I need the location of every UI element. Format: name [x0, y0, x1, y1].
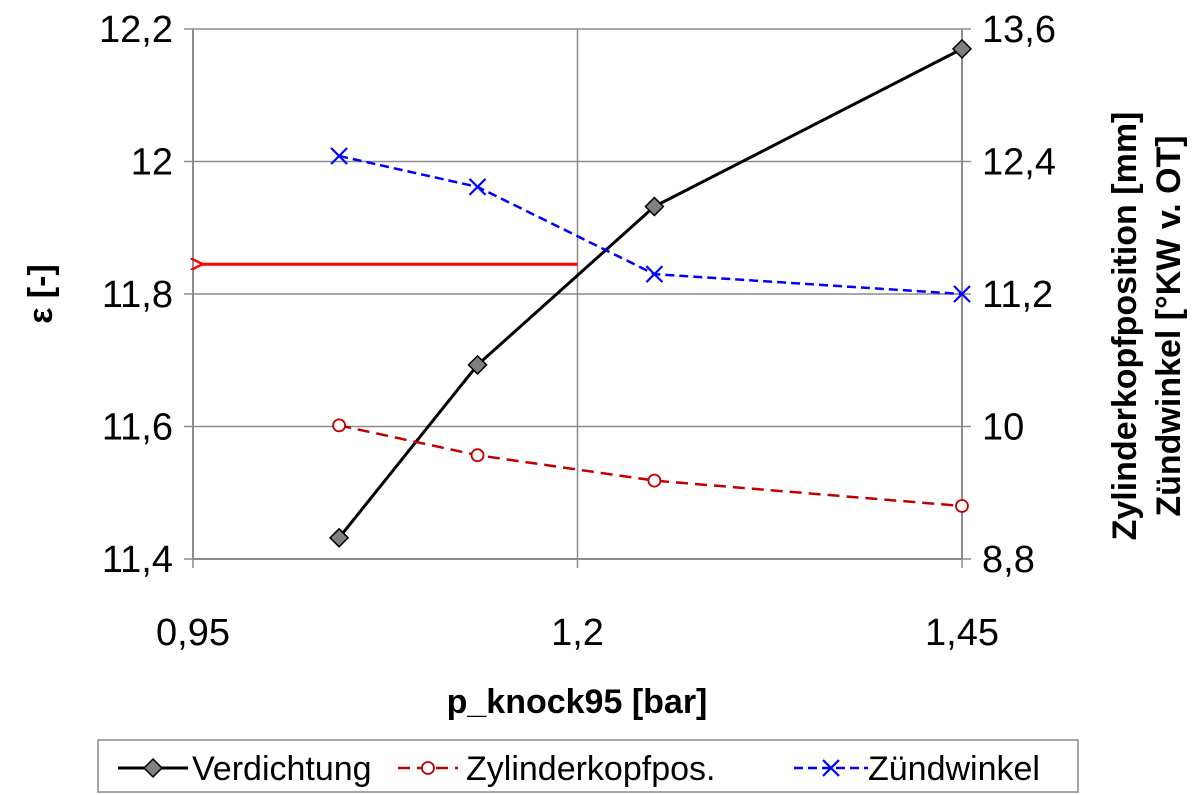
data-point: [951, 38, 973, 59]
y-tick-label: 11,8: [102, 274, 173, 316]
data-point: [470, 448, 485, 463]
tick-labels: 11,4 8,8 11,6 10 11,8 11,2 12 12,4 12,2 13,6 0,95 1…: [99, 9, 1056, 654]
data-point: [330, 147, 348, 165]
data-point: [329, 527, 350, 548]
legend-marker-1: [142, 757, 164, 779]
series-2: [332, 418, 969, 513]
y2-tick-label: 11,2: [982, 274, 1053, 316]
x-axis-title: p_knock95 [bar]: [447, 683, 708, 721]
data-point: [468, 178, 487, 196]
series-line-1: [337, 47, 963, 539]
series-group: [329, 38, 973, 548]
y2-tick-label: 10: [982, 407, 1024, 449]
y-tick-label: 12: [131, 142, 173, 184]
legend: Verdichtung Zylinderkopfpos. Zündwinkel: [97, 739, 1079, 793]
legend-label-2: Zylinderkopfpos.: [466, 750, 715, 788]
series-3: [330, 147, 971, 303]
data-point: [645, 265, 664, 283]
x-tick-label: 1,2: [551, 612, 604, 654]
data-point: [647, 473, 662, 488]
y-tick-label: 11,4: [102, 539, 173, 581]
legend-marker-3: [822, 759, 840, 777]
data-point: [467, 354, 488, 375]
y-tick-label: 12,2: [99, 9, 173, 51]
y2-tick-label: 13,6: [982, 9, 1056, 51]
legend-marker-2: [421, 761, 435, 775]
legend-label-3: Zündwinkel: [868, 750, 1040, 788]
x-tick-label: 0,95: [156, 612, 230, 654]
y2-tick-label: 8,8: [982, 539, 1035, 581]
legend-box: [97, 739, 1079, 793]
series-1: [329, 38, 973, 548]
axes: [184, 28, 971, 568]
series-line-3: [338, 154, 963, 296]
y2-axis-title-line1: Zylinderkopfposition [mm]: [1106, 112, 1144, 541]
data-point: [955, 499, 969, 513]
x-tick-label: 1,45: [925, 612, 999, 654]
y-axis-title: ε [-]: [22, 264, 60, 324]
legend-label-1: Verdichtung: [192, 750, 372, 788]
series-line-2: [338, 424, 963, 508]
data-point: [332, 418, 347, 433]
data-point: [953, 285, 971, 303]
data-point: [644, 196, 665, 217]
y2-axis-title-line2: Zündwinkel [°KW v. OT]: [1150, 135, 1188, 516]
y-tick-label: 11,6: [102, 407, 173, 449]
y2-tick-label: 12,4: [982, 142, 1056, 184]
